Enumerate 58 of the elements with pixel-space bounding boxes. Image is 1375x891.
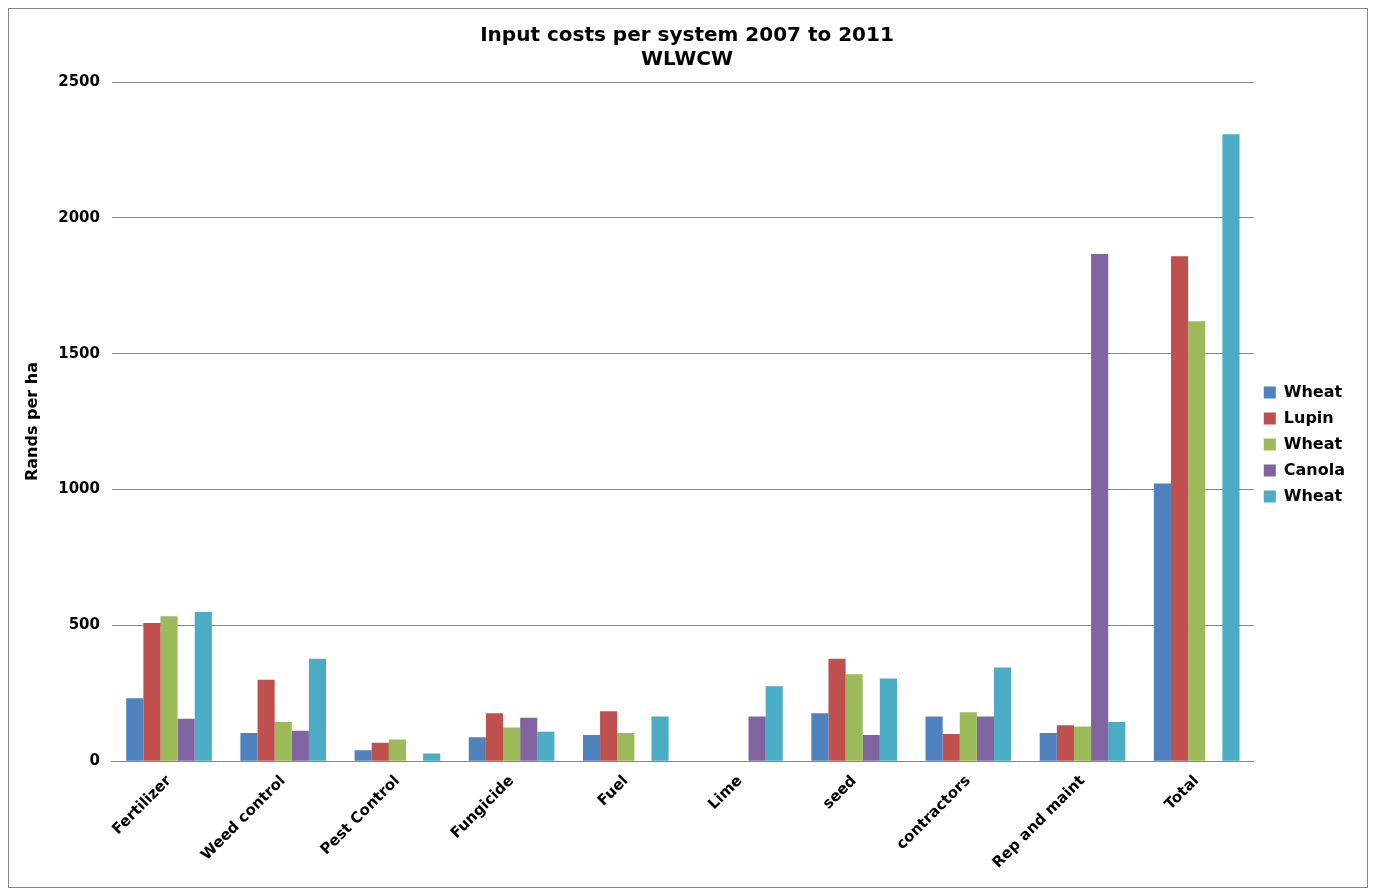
bar <box>126 698 144 761</box>
bar <box>308 658 327 761</box>
bar <box>1153 483 1172 761</box>
bar <box>942 734 960 761</box>
legend-label: Wheat <box>1283 485 1343 505</box>
bar <box>371 742 389 761</box>
legend-label: Lupin <box>1283 407 1334 427</box>
chart-title: Input costs per system 2007 to 2011 <box>480 22 894 47</box>
bar <box>520 717 538 761</box>
bar <box>423 753 441 761</box>
bar <box>177 718 195 761</box>
y-tick-label: 500 <box>68 615 100 634</box>
bar <box>503 727 521 761</box>
y-tick-label: 2000 <box>58 207 100 226</box>
bar <box>485 713 504 761</box>
y-tick-label: 0 <box>89 751 100 770</box>
bar <box>1222 134 1240 761</box>
bar <box>1171 256 1189 761</box>
bar <box>274 722 292 761</box>
bar <box>1039 732 1057 761</box>
y-axis-title: Rands per ha <box>21 362 41 482</box>
bar <box>765 686 783 761</box>
bar <box>600 711 618 761</box>
bar <box>994 667 1012 761</box>
bar <box>354 750 372 761</box>
bar <box>291 730 309 761</box>
bar <box>651 716 669 761</box>
bar <box>976 716 995 761</box>
bar <box>862 735 880 761</box>
bar <box>1073 726 1092 761</box>
y-tick-label: 2500 <box>58 71 100 90</box>
bar <box>845 674 863 761</box>
bar <box>748 716 766 761</box>
bar <box>828 658 846 761</box>
bar <box>925 716 943 761</box>
bar <box>582 735 601 761</box>
bar <box>160 616 178 761</box>
y-tick-label: 1000 <box>58 479 100 498</box>
bar <box>811 713 829 761</box>
bar <box>617 732 635 761</box>
bar <box>257 679 275 761</box>
bar <box>143 622 161 761</box>
chart-subtitle: WLWCW <box>640 46 734 71</box>
bar <box>194 612 212 761</box>
bar <box>1091 253 1109 761</box>
bar <box>1056 725 1074 761</box>
legend-label: Wheat <box>1283 381 1343 401</box>
bar <box>1108 722 1126 761</box>
bar <box>959 712 977 761</box>
bar <box>240 732 258 761</box>
y-tick-label: 1500 <box>58 343 100 362</box>
bar <box>388 739 406 761</box>
bar <box>879 678 897 761</box>
bar <box>468 737 486 761</box>
bar <box>1188 321 1206 761</box>
legend-label: Canola <box>1283 459 1345 479</box>
bar <box>537 731 555 761</box>
legend-label: Wheat <box>1283 433 1343 453</box>
